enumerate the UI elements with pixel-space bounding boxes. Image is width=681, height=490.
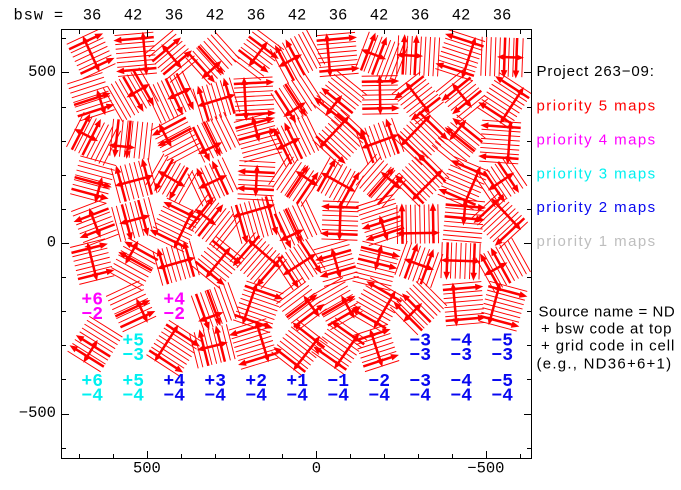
svg-text:36: 36 bbox=[165, 7, 184, 25]
svg-text:+6: +6 bbox=[81, 290, 103, 310]
svg-text:−500: −500 bbox=[19, 404, 56, 422]
svg-text:+4: +4 bbox=[163, 372, 185, 392]
svg-text:42: 42 bbox=[206, 7, 225, 25]
svg-text:36: 36 bbox=[247, 7, 266, 25]
svg-text:−4: −4 bbox=[327, 387, 349, 407]
svg-text:−4: −4 bbox=[491, 387, 513, 407]
svg-text:−4: −4 bbox=[245, 387, 267, 407]
svg-text:36: 36 bbox=[411, 7, 430, 25]
svg-text:−3: −3 bbox=[491, 346, 513, 366]
svg-text:+6: +6 bbox=[81, 372, 103, 392]
svg-text:priority 3 maps: priority 3 maps bbox=[537, 165, 657, 182]
svg-text:priority 1 maps: priority 1 maps bbox=[537, 233, 657, 250]
svg-text:+5: +5 bbox=[122, 372, 144, 392]
svg-text:−3: −3 bbox=[450, 346, 472, 366]
svg-text:+3: +3 bbox=[204, 372, 226, 392]
svg-text:36: 36 bbox=[83, 7, 102, 25]
svg-text:+1: +1 bbox=[286, 372, 308, 392]
svg-text:−4: −4 bbox=[163, 387, 185, 407]
svg-text:0: 0 bbox=[312, 460, 321, 478]
svg-text:500: 500 bbox=[133, 460, 161, 478]
svg-text:+ bsw code at top: + bsw code at top bbox=[541, 320, 672, 337]
svg-text:−2: −2 bbox=[368, 372, 390, 392]
svg-text:42: 42 bbox=[370, 7, 389, 25]
svg-text:−4: −4 bbox=[450, 372, 472, 392]
svg-text:−3: −3 bbox=[409, 332, 431, 352]
svg-text:−4: −4 bbox=[409, 387, 431, 407]
svg-text:−3: −3 bbox=[122, 346, 144, 366]
svg-text:−4: −4 bbox=[450, 332, 472, 352]
svg-text:+2: +2 bbox=[245, 372, 267, 392]
svg-text:−4: −4 bbox=[204, 387, 226, 407]
svg-text:−2: −2 bbox=[81, 305, 103, 325]
svg-text:500: 500 bbox=[28, 63, 56, 81]
svg-text:−4: −4 bbox=[81, 387, 103, 407]
svg-text:−4: −4 bbox=[286, 387, 308, 407]
svg-text:−4: −4 bbox=[122, 387, 144, 407]
svg-text:bsw =: bsw = bbox=[14, 7, 65, 25]
svg-text:+4: +4 bbox=[163, 290, 185, 310]
svg-text:priority 4 maps: priority 4 maps bbox=[537, 131, 657, 148]
svg-text:−3: −3 bbox=[409, 346, 431, 366]
svg-text:−5: −5 bbox=[491, 332, 513, 352]
svg-text:−5: −5 bbox=[491, 372, 513, 392]
svg-text:42: 42 bbox=[452, 7, 471, 25]
svg-text:42: 42 bbox=[124, 7, 143, 25]
svg-text:priority 2 maps: priority 2 maps bbox=[537, 199, 657, 216]
svg-text:−4: −4 bbox=[368, 387, 390, 407]
svg-text:(e.g., ND36+6+1): (e.g., ND36+6+1) bbox=[537, 355, 673, 372]
svg-text:36: 36 bbox=[329, 7, 348, 25]
svg-text:−500: −500 bbox=[467, 460, 504, 478]
svg-text:Project 263−09:: Project 263−09: bbox=[537, 63, 655, 80]
svg-text:−1: −1 bbox=[327, 372, 349, 392]
svg-text:−4: −4 bbox=[450, 387, 472, 407]
svg-text:+ grid code in cell: + grid code in cell bbox=[541, 338, 675, 355]
svg-text:0: 0 bbox=[47, 233, 56, 251]
svg-text:−2: −2 bbox=[163, 305, 185, 325]
svg-text:42: 42 bbox=[288, 7, 307, 25]
svg-text:36: 36 bbox=[493, 7, 512, 25]
svg-text:−3: −3 bbox=[409, 372, 431, 392]
svg-text:Source name = ND: Source name = ND bbox=[539, 304, 676, 321]
svg-text:priority 5 maps: priority 5 maps bbox=[537, 98, 657, 115]
svg-text:+5: +5 bbox=[122, 332, 144, 352]
